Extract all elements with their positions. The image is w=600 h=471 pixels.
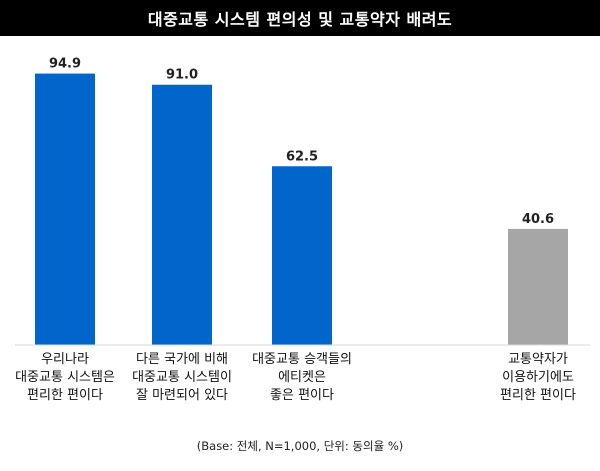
bar-1 (35, 73, 95, 345)
title-bar: 대중교통 시스템 편의성 및 교통약자 배려도 (0, 0, 600, 36)
category-label-3-line-3: 좋은 편이다 (270, 388, 334, 403)
bar-value-label-1: 94.9 (49, 57, 81, 72)
chart-title: 대중교통 시스템 편의성 및 교통약자 배려도 (147, 10, 453, 29)
bars-layer (35, 73, 568, 346)
category-label-4-line-2: 이용하기에도 (502, 370, 574, 385)
bar-value-label-2: 91.0 (166, 68, 198, 83)
category-label-3-line-2: 에티켓은 (278, 370, 326, 385)
category-label-2-line-1: 다른 국가에 비해 (136, 352, 228, 367)
bar-value-label-3: 62.5 (286, 149, 318, 164)
category-label-1-line-2: 대중교통 시스템은 (15, 370, 115, 385)
category-label-4-line-1: 교통약자가 (508, 352, 568, 367)
category-label-1-line-3: 편리한 편이다 (27, 388, 103, 403)
bar-3 (272, 166, 332, 345)
bar-4 (508, 228, 568, 345)
base-note: (Base: 전체, N=1,000, 단위: 동의율 %) (196, 439, 404, 453)
category-label-1-line-1: 우리나라 (41, 352, 89, 367)
bar-value-label-4: 40.6 (522, 212, 554, 227)
bar-2 (152, 84, 212, 346)
category-label-4-line-3: 편리한 편이다 (500, 388, 576, 403)
category-label-3-line-1: 대중교통 승객들의 (252, 352, 352, 367)
category-label-2-line-3: 잘 마련되어 있다 (136, 388, 228, 403)
category-label-2-line-2: 대중교통 시스템이 (132, 370, 232, 385)
